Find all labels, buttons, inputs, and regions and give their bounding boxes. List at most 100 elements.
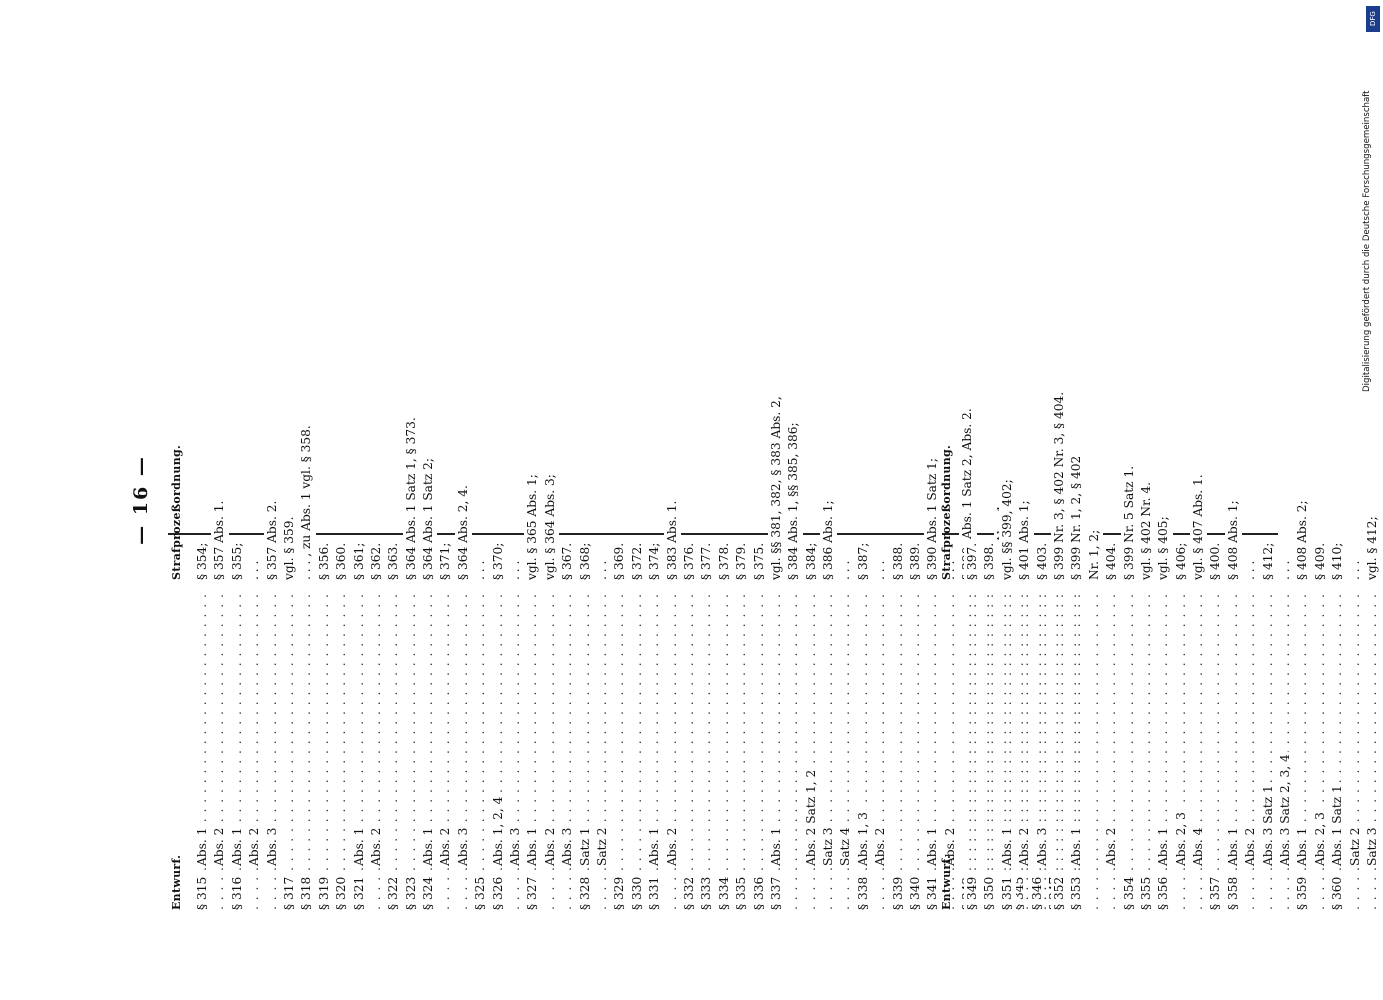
- strafprozessordnung-reference: § 399 Nr. 5 Satz 1.: [1120, 465, 1138, 580]
- table-row: . . . . . . . . . . . . . . . . . . . . …: [1207, 90, 1225, 910]
- entwurf-subsection: Abs. 2: [663, 825, 681, 866]
- leader-dots: . . . . . . . . . . . . . . . . . . . . …: [299, 588, 314, 910]
- strafprozessordnung-reference: vgl. § 412;: [1363, 516, 1382, 580]
- right-rows: . . . . . . . . . . . . . . . . . . . . …: [964, 90, 1383, 910]
- header-strafprozessordnung-2: Strafprozeßordnung.: [940, 444, 953, 580]
- entwurf-subsection: Abs. 1: [228, 825, 247, 866]
- entwurf-paragraph: § 326: [489, 876, 508, 910]
- table-row: . . . . . . . . . . . . . . . . . . . . …: [1224, 90, 1243, 910]
- strafprozessordnung-reference: § 357 Abs. 1.: [211, 500, 229, 580]
- strafprozessordnung-reference: § 383 Abs. 1.: [663, 500, 681, 580]
- entwurf-subsection: Abs. 2: [1016, 825, 1034, 866]
- table-row: . . . . . . . . . . . . . . . . . . . . …: [211, 90, 229, 910]
- table-row: . . . . . . . . . . . . . . . . . . . . …: [576, 90, 594, 910]
- strafprozessordnung-reference: § 386 Abs. 1;: [820, 500, 838, 580]
- strafprozessordnung-reference: § 364 Abs. 2, 4.: [454, 485, 473, 580]
- entwurf-subsection: Abs. 1: [767, 825, 786, 866]
- table-row: . . . . . . . . . . . . . . . . . . . . …: [715, 90, 734, 910]
- table-row: . . . . . . . . . . . . . . . . . . . . …: [385, 90, 403, 910]
- entwurf-subsection: Abs. 1: [194, 825, 212, 866]
- table-row: . . . . . . . . . . . . . . . . . . . . …: [593, 90, 612, 910]
- strafprozessordnung-reference: § 406;: [1172, 542, 1191, 580]
- table-row: . . . . . . . . . . . . . . . . . . . . …: [437, 90, 455, 910]
- entwurf-subsection: Abs. 2: [246, 825, 264, 866]
- strafprozessordnung-reference: vgl. § 405;: [1155, 516, 1173, 580]
- table-row: . . . . . . . . . . . . . . . . . . . . …: [1277, 90, 1295, 910]
- entwurf-subsection: Abs. 4: [1190, 825, 1208, 866]
- strafprozessordnung-reference: § 368;: [576, 542, 594, 580]
- strafprozessordnung-reference: § 387;: [854, 542, 873, 580]
- leader-dots: . . . . . . . . . . . . . . . . . . . . …: [982, 592, 997, 910]
- entwurf-paragraph: § 353: [1068, 876, 1086, 910]
- leader-dots: . . . . . . . . . . . . . . . . . . . . …: [612, 588, 627, 910]
- table-row: . . . . . . . . . . . . . . . . . . . . …: [367, 90, 386, 910]
- rotated-table-block-2: Entwurf. Strafprozeßordnung. . . . . . .…: [900, 90, 1383, 910]
- entwurf-paragraph: § 322: [385, 876, 403, 910]
- entwurf-subsection: Abs. 2, 3: [1172, 810, 1191, 866]
- entwurf-subsection: Abs. 2: [437, 825, 455, 866]
- table-row: . . . . . . . . . . . . . . . . . . . . …: [802, 90, 821, 910]
- entwurf-paragraph: § 320: [333, 876, 351, 910]
- strafprozessordnung-reference: vgl. §§ 399, 402;: [998, 479, 1017, 580]
- leader-dots: . . . . . . . . . . . . . . . . . . . . …: [681, 588, 696, 910]
- entwurf-subsection: Abs. 2: [872, 825, 890, 866]
- entwurf-subsection: Satz 3: [820, 825, 838, 866]
- table-row: . . . . . . . . . . . . . . . . . . . . …: [1068, 90, 1086, 910]
- table-row: . . . . . . . . . . . . . . . . . . . . …: [854, 90, 873, 910]
- entwurf-subsection: Abs. 2: [1242, 825, 1260, 866]
- table-row: . . . . . . . . . . . . . . . . . . . . …: [1085, 90, 1104, 910]
- header-entwurf-2: Entwurf.: [940, 854, 953, 910]
- table-row: . . . . . . . . . . . . . . . . . . . . …: [767, 90, 786, 910]
- strafprozessordnung-reference: . . .: [246, 560, 264, 580]
- entwurf-paragraph: § 338: [854, 876, 873, 910]
- strafprozessordnung-reference: § 355;: [228, 542, 247, 580]
- entwurf-paragraph: § 319: [315, 876, 334, 910]
- entwurf-subsection: Abs. 1: [420, 825, 438, 866]
- strafprozessordnung-reference: § 397.: [964, 542, 982, 580]
- strafprozessordnung-reference: § 412;: [1259, 542, 1278, 580]
- table-row: . . . . . . . . . . . . . . . . . . . . …: [228, 90, 247, 910]
- entwurf-paragraph: § 324: [420, 876, 438, 910]
- entwurf-subsection: Satz 2: [1346, 825, 1364, 866]
- entwurf-paragraph: § 333: [698, 876, 716, 910]
- entwurf-paragraph: § 337: [767, 876, 786, 910]
- table-row: . . . . . . . . . . . . . . . . . . . . …: [350, 90, 368, 910]
- entwurf-paragraph: § 355: [1137, 876, 1156, 910]
- table-row: . . . . . . . . . . . . . . . . . . . . …: [315, 90, 334, 910]
- leader-dots: . . . . . . . . . . . . . . . . . . . . …: [1208, 592, 1223, 910]
- leader-dots: . . . . . . . . . . . . . . . . . . . . …: [716, 588, 731, 910]
- strafprozessordnung-reference: § 404.: [1103, 542, 1121, 580]
- entwurf-paragraph: § 360: [1329, 876, 1347, 910]
- entwurf-subsection: Abs. 1: [646, 825, 664, 866]
- entwurf-subsection: Abs. 1: [1068, 825, 1086, 866]
- entwurf-subsection: Abs. 3 Satz 1: [1259, 783, 1278, 866]
- strafprozessordnung-reference: § 371;: [437, 542, 455, 580]
- entwurf-paragraph: § 359: [1294, 876, 1312, 910]
- strafprozessordnung-reference: § 376.: [680, 542, 699, 580]
- entwurf-paragraph: § 327: [524, 876, 542, 910]
- table-row: . . . . . . . . . . . . . . . . . . . . …: [246, 90, 264, 910]
- entwurf-subsection: Satz 2: [593, 825, 612, 866]
- entwurf-subsection: Abs. 2 Satz 1, 2: [802, 767, 821, 866]
- table-row: . . . . . . . . . . . . . . . . . . . . …: [998, 90, 1017, 910]
- strafprozessordnung-reference: § 370;: [489, 542, 508, 580]
- entwurf-subsection: Abs. 1: [1155, 825, 1173, 866]
- entwurf-subsection: Abs. 1, 3: [854, 810, 873, 866]
- strafprozessordnung-reference: § 384 Abs. 1, §§ 385, 386;: [785, 422, 803, 580]
- strafprozessordnung-reference: § 384;: [802, 542, 821, 580]
- table-row: . . . . . . . . . . . . . . . . . . . . …: [1294, 90, 1312, 910]
- entwurf-subsection: Abs. 1: [524, 825, 542, 866]
- entwurf-subsection: Abs. 3: [507, 825, 525, 866]
- table-row: . . . . . . . . . . . . . . . . . . . . …: [541, 90, 560, 910]
- strafprozessordnung-reference: . . .: [1346, 560, 1364, 580]
- table-row: . . . . . . . . . . . . . . . . . . . . …: [628, 90, 647, 910]
- entwurf-subsection: Abs. 1, 2, 4: [489, 794, 508, 866]
- strafprozessordnung-reference: § 409.: [1311, 542, 1330, 580]
- strafprozessordnung-reference: § 403.: [1033, 542, 1051, 580]
- table-row: . . . . . . . . . . . . . . . . . . . . …: [1103, 90, 1121, 910]
- strafprozessordnung-reference: . . .: [507, 560, 525, 580]
- strafprozessordnung-reference: vgl. § 407 Abs. 1.: [1190, 474, 1208, 580]
- strafprozessordnung-reference: § 357 Abs. 2.: [263, 500, 281, 580]
- entwurf-paragraph: § 331: [646, 876, 664, 910]
